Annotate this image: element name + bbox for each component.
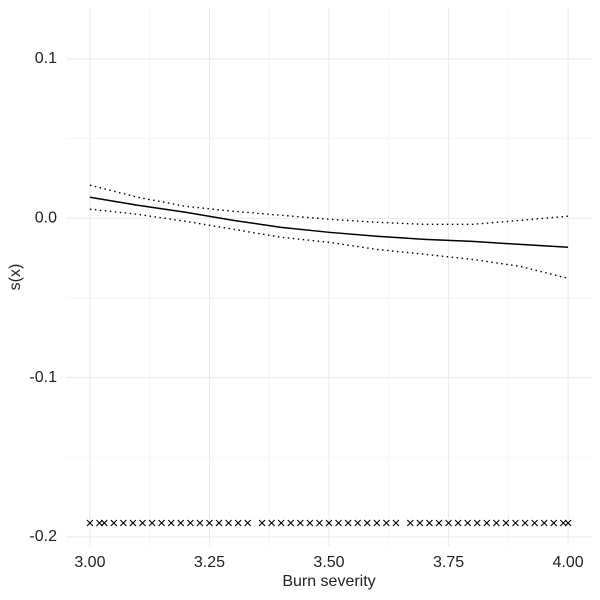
rug-mark [215, 519, 223, 527]
rug-mark [454, 519, 462, 527]
rug-mark [492, 519, 500, 527]
rug-mark [435, 519, 443, 527]
rug-mark [325, 519, 333, 527]
rug-mark [234, 519, 242, 527]
rug-mark [483, 519, 491, 527]
rug-mark [531, 519, 539, 527]
y-axis-label: s(x) [7, 264, 24, 291]
rug-mark [186, 519, 194, 527]
rug-mark [316, 519, 323, 527]
rug-mark [196, 519, 204, 527]
rug-mark [426, 519, 433, 527]
rug-mark [206, 519, 213, 527]
rug-mark [277, 519, 285, 527]
rug-mark [225, 519, 232, 527]
x-tick-label: 3.75 [433, 554, 464, 571]
rug-mark [96, 519, 103, 527]
rug-mark [268, 519, 276, 527]
rug-mark [416, 519, 424, 527]
rug-mark [129, 519, 137, 527]
x-tick-label: 4.00 [553, 554, 584, 571]
rug-mark [148, 519, 156, 527]
rug-mark [344, 519, 352, 527]
rug-mark [550, 519, 558, 527]
x-tick-label: 3.50 [313, 554, 344, 571]
rug-mark [406, 519, 414, 527]
rug-mark [177, 519, 185, 527]
rug-mark [373, 519, 381, 527]
rug-mark [445, 519, 452, 527]
rug-mark [100, 519, 108, 527]
y-tick-label: -0.1 [29, 369, 57, 386]
y-tick-label: 0.1 [35, 50, 57, 67]
rug-mark [473, 519, 481, 527]
rug-mark [382, 519, 390, 527]
rug-mark [512, 519, 519, 527]
rug-mark [521, 519, 529, 527]
rug-mark [139, 519, 146, 527]
y-tick-label: -0.2 [29, 528, 57, 545]
rug-mark [502, 519, 510, 527]
rug-mark [392, 519, 400, 527]
curve [89, 208, 569, 280]
rug-mark [258, 519, 266, 527]
rug-mark [296, 519, 304, 527]
rug-mark [158, 519, 166, 527]
rug-mark [335, 519, 342, 527]
rug-mark [363, 519, 371, 527]
rug-mark [564, 519, 572, 527]
x-tick-label: 3.00 [74, 554, 105, 571]
rug-mark [119, 519, 127, 527]
rug-mark [540, 519, 548, 527]
rug-mark [86, 519, 94, 527]
rug-mark [354, 519, 362, 527]
rug-mark [559, 519, 567, 527]
rug-mark [464, 519, 472, 527]
x-tick-label: 3.25 [194, 554, 225, 571]
curve [89, 196, 569, 249]
x-axis-label: Burn severity [282, 573, 375, 590]
rug-mark [287, 519, 295, 527]
y-tick-label: 0.0 [35, 210, 57, 227]
rug-mark [110, 519, 118, 527]
rug-mark [167, 519, 175, 527]
rug-mark [244, 519, 252, 527]
rug-mark [306, 519, 314, 527]
